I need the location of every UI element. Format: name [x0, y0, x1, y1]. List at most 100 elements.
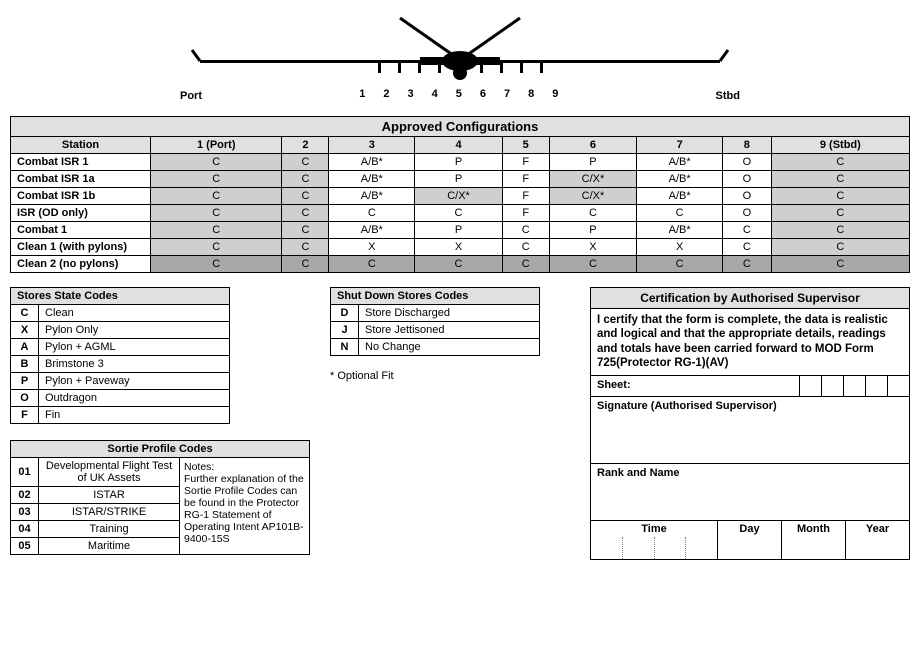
- table-row: FFin: [11, 407, 230, 424]
- code-cell: N: [331, 339, 359, 356]
- config-cell: C: [723, 222, 772, 239]
- sortie-desc: ISTAR/STRIKE: [39, 504, 180, 521]
- date-entry-row[interactable]: [591, 537, 909, 559]
- station-num: 9: [552, 88, 558, 102]
- config-cell: X: [415, 239, 503, 256]
- code-desc: Store Discharged: [359, 305, 540, 322]
- code-cell: A: [11, 339, 39, 356]
- station-header: Station: [11, 137, 151, 154]
- rank-label: Rank and Name: [591, 464, 909, 482]
- config-cell: C: [282, 188, 329, 205]
- config-cell: P: [549, 154, 637, 171]
- station-num: 7: [504, 88, 510, 102]
- col-header: 2: [282, 137, 329, 154]
- config-cell: C: [771, 222, 909, 239]
- code-desc: Pylon + AGML: [39, 339, 230, 356]
- table-row: Combat 1CCA/B*PCPA/B*CC: [11, 222, 910, 239]
- config-cell: C: [329, 256, 415, 273]
- code-cell: B: [11, 356, 39, 373]
- config-cell: X: [329, 239, 415, 256]
- config-cell: C: [415, 205, 503, 222]
- config-cell: C: [282, 171, 329, 188]
- col-header: 4: [415, 137, 503, 154]
- config-row-label: ISR (OD only): [11, 205, 151, 222]
- rank-row: Rank and Name: [591, 464, 909, 520]
- config-cell: A/B*: [637, 171, 723, 188]
- config-cell: C: [151, 188, 282, 205]
- sheet-boxes[interactable]: [799, 376, 909, 396]
- config-cell: P: [549, 222, 637, 239]
- table-row: 01 Developmental Flight Test of UK Asset…: [11, 458, 310, 487]
- config-cell: C: [771, 188, 909, 205]
- config-cell: C: [502, 222, 549, 239]
- certification-box: Certification by Authorised Supervisor I…: [590, 287, 910, 560]
- sortie-code: 01: [11, 458, 39, 487]
- config-cell: C: [282, 256, 329, 273]
- code-cell: O: [11, 390, 39, 407]
- code-cell: F: [11, 407, 39, 424]
- config-cell: C: [771, 239, 909, 256]
- day-header: Day: [718, 521, 782, 537]
- rank-name-field[interactable]: [591, 482, 909, 520]
- config-cell: O: [723, 188, 772, 205]
- config-cell: C: [549, 256, 637, 273]
- config-cell: X: [637, 239, 723, 256]
- config-cell: A/B*: [329, 171, 415, 188]
- code-desc: Outdragon: [39, 390, 230, 407]
- station-num: 4: [432, 88, 438, 102]
- station-num: 2: [383, 88, 389, 102]
- signature-label: Signature (Authorised Supervisor): [591, 397, 909, 415]
- sortie-notes: Notes: Further explanation of the Sortie…: [180, 458, 310, 555]
- stores-title: Stores State Codes: [11, 288, 230, 305]
- signature-row: Signature (Authorised Supervisor): [591, 397, 909, 464]
- config-cell: P: [415, 154, 503, 171]
- sortie-desc: Training: [39, 521, 180, 538]
- station-num: 6: [480, 88, 486, 102]
- config-cell: C: [282, 239, 329, 256]
- month-header: Month: [782, 521, 846, 537]
- config-cell: C: [771, 154, 909, 171]
- wing-side-labels: Port 1 2 3 4 5 6 7 8 9 Stbd: [180, 90, 740, 102]
- sortie-code: 02: [11, 487, 39, 504]
- config-cell: A/B*: [329, 188, 415, 205]
- table-row: NNo Change: [331, 339, 540, 356]
- config-cell: C: [771, 256, 909, 273]
- config-cell: C: [151, 222, 282, 239]
- config-cell: O: [723, 205, 772, 222]
- port-label: Port: [180, 90, 202, 102]
- config-cell: C: [502, 239, 549, 256]
- sortie-desc: ISTAR: [39, 487, 180, 504]
- config-cell: O: [723, 171, 772, 188]
- sortie-code: 05: [11, 538, 39, 555]
- config-cell: C/X*: [415, 188, 503, 205]
- sortie-profile-codes-table: Sortie Profile Codes 01 Developmental Fl…: [10, 440, 310, 555]
- config-cell: C: [549, 205, 637, 222]
- config-cell: C: [151, 205, 282, 222]
- table-row: CClean: [11, 305, 230, 322]
- table-row: APylon + AGML: [11, 339, 230, 356]
- signature-field[interactable]: [591, 415, 909, 463]
- config-cell: C: [723, 256, 772, 273]
- config-row-label: Clean 1 (with pylons): [11, 239, 151, 256]
- table-row: Clean 1 (with pylons)CCXXCXXCC: [11, 239, 910, 256]
- sheet-label: Sheet:: [591, 376, 799, 396]
- sortie-code: 03: [11, 504, 39, 521]
- config-cell: C: [151, 171, 282, 188]
- col-header: 3: [329, 137, 415, 154]
- config-cell: P: [415, 171, 503, 188]
- col-header: 6: [549, 137, 637, 154]
- sortie-desc: Maritime: [39, 538, 180, 555]
- col-header: 1 (Port): [151, 137, 282, 154]
- col-header: 9 (Stbd): [771, 137, 909, 154]
- sortie-title: Sortie Profile Codes: [11, 441, 310, 458]
- code-desc: Store Jettisoned: [359, 322, 540, 339]
- config-cell: C: [637, 256, 723, 273]
- config-cell: C: [329, 205, 415, 222]
- cert-statement: I certify that the form is complete, the…: [591, 309, 909, 376]
- code-cell: C: [11, 305, 39, 322]
- table-row: Combat ISR 1CCA/B*PFPA/B*OC: [11, 154, 910, 171]
- aircraft-diagram: Port 1 2 3 4 5 6 7 8 9 Stbd: [10, 10, 910, 110]
- config-cell: C: [151, 154, 282, 171]
- sheet-row: Sheet:: [591, 376, 909, 397]
- config-cell: C: [282, 205, 329, 222]
